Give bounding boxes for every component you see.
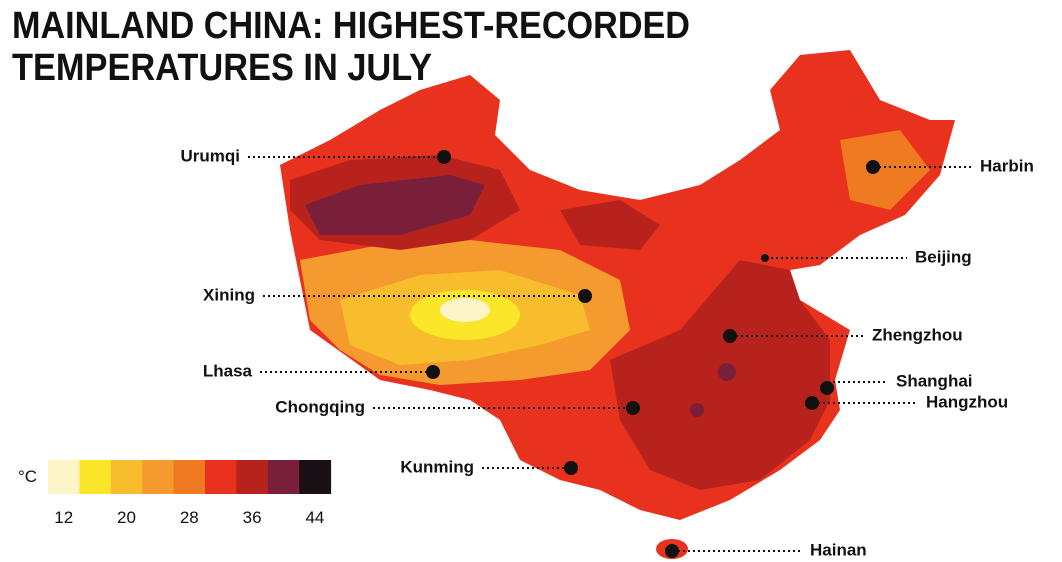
legend-unit: °C [18, 467, 37, 486]
cities: Urumqi Harbin Beijing Xining Zhengzhou Lhasa S… [181, 146, 1034, 559]
legend-tick-label: 20 [117, 508, 136, 527]
city-dot [761, 254, 769, 262]
legend-tick-label: 12 [54, 508, 73, 527]
city-label: Xining [203, 285, 255, 304]
legend-swatch [142, 460, 175, 494]
city-label: Beijing [915, 247, 972, 266]
city-label: Harbin [980, 156, 1034, 175]
city-dot [723, 329, 737, 343]
city-dot [426, 365, 440, 379]
city-label: Zhengzhou [872, 325, 963, 344]
city-label: Kunming [400, 457, 474, 476]
legend-swatch [267, 460, 300, 494]
legend-tick-label: 36 [243, 508, 262, 527]
title-line: MAINLAND CHINA: HIGHEST-RECORDED [12, 5, 690, 47]
legend: 12 20 28 36 44 [48, 460, 332, 527]
city-dot [437, 150, 451, 164]
legend-swatch [205, 460, 237, 494]
legend-swatch [299, 460, 332, 494]
legend-swatch [110, 460, 143, 494]
city-dot [578, 289, 592, 303]
title-line: TEMPERATURES IN JULY [12, 47, 432, 89]
legend-swatch [173, 460, 206, 494]
city-dot [665, 544, 679, 558]
city-dot [820, 381, 834, 395]
city-dot [805, 396, 819, 410]
city-dot [866, 160, 880, 174]
city-label: Urumqi [181, 146, 241, 165]
city-label: Shanghai [896, 371, 973, 390]
city-label: Hainan [810, 540, 867, 559]
legend-swatch [48, 460, 80, 494]
legend-tick-label: 44 [305, 508, 324, 527]
legend-swatch [79, 460, 112, 494]
city-dot [626, 401, 640, 415]
city-label: Hangzhou [926, 392, 1008, 411]
china-map [280, 50, 955, 559]
city-label: Chongqing [275, 397, 365, 416]
city-dot [564, 461, 578, 475]
legend-swatch [236, 460, 269, 494]
legend-tick-label: 28 [180, 508, 199, 527]
city-label: Lhasa [203, 361, 253, 380]
